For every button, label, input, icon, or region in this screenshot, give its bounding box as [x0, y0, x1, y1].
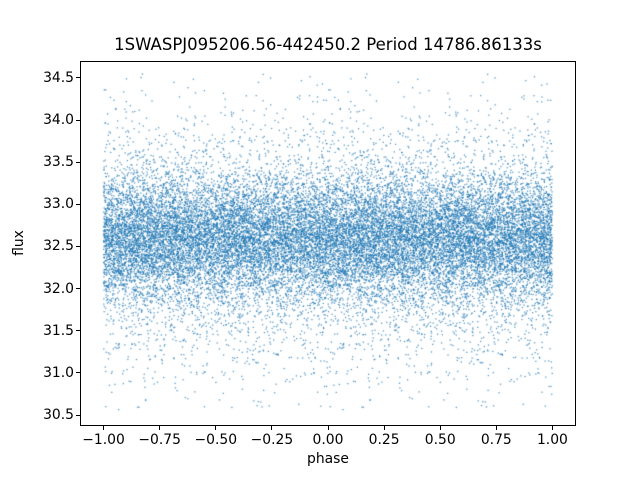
x-tick-label: 0.00 — [312, 432, 344, 448]
x-tick-label: −0.50 — [194, 432, 238, 448]
x-tick-mark — [271, 426, 273, 430]
x-tick-mark — [327, 426, 329, 430]
x-tick-mark — [383, 426, 385, 430]
scatter-points-canvas — [80, 61, 576, 426]
y-tick-mark — [76, 245, 80, 247]
x-axis-label: phase — [307, 451, 349, 467]
x-tick-label: 0.25 — [368, 432, 400, 448]
x-tick-mark — [439, 426, 441, 430]
x-tick-label: 1.00 — [536, 432, 568, 448]
y-tick-mark — [76, 119, 80, 121]
y-tick-mark — [76, 288, 80, 290]
y-tick-label: 31.0 — [43, 364, 74, 381]
y-tick-label: 32.5 — [43, 238, 74, 255]
x-tick-label: −0.25 — [250, 432, 294, 448]
y-tick-label: 32.0 — [43, 280, 74, 297]
y-axis-label: flux — [11, 230, 27, 256]
x-tick-mark — [103, 426, 105, 430]
y-tick-label: 31.5 — [43, 322, 74, 339]
y-tick-mark — [76, 372, 80, 374]
x-tick-mark — [495, 426, 497, 430]
chart-title: 1SWASPJ095206.56-442450.2 Period 14786.8… — [114, 35, 542, 54]
x-tick-label: −1.00 — [82, 432, 125, 448]
y-tick-label: 33.5 — [43, 154, 74, 171]
x-tick-mark — [551, 426, 553, 430]
y-tick-label: 34.5 — [43, 69, 74, 86]
x-tick-mark — [215, 426, 217, 430]
y-tick-mark — [76, 414, 80, 416]
y-tick-mark — [76, 203, 80, 205]
x-tick-label: −0.75 — [138, 432, 181, 448]
x-tick-mark — [159, 426, 161, 430]
x-tick-label: 0.50 — [424, 432, 456, 448]
y-tick-label: 34.0 — [43, 112, 74, 128]
y-tick-label: 30.5 — [43, 407, 74, 424]
y-tick-label: 33.0 — [43, 196, 74, 213]
x-tick-label: 0.75 — [480, 432, 512, 448]
y-tick-mark — [76, 77, 80, 79]
y-tick-mark — [76, 161, 80, 163]
y-tick-mark — [76, 330, 80, 332]
